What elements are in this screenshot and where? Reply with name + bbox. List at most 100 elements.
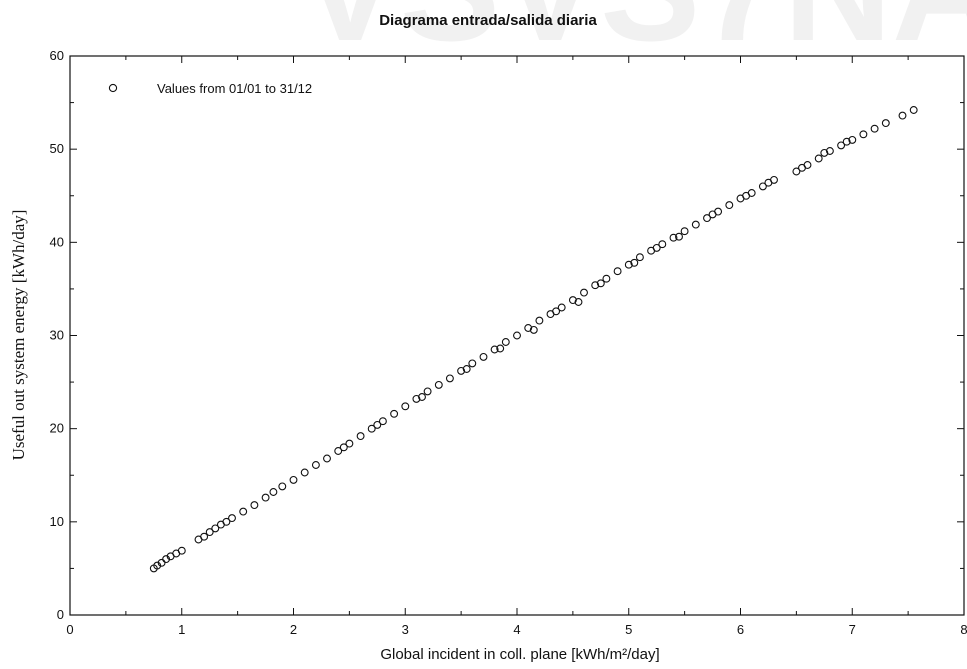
data-point: [691, 220, 700, 229]
plot-frame: [69, 55, 965, 616]
data-point: [669, 233, 678, 242]
data-point: [177, 546, 186, 555]
data-point: [390, 409, 399, 418]
data-point: [658, 240, 667, 249]
data-point: [367, 424, 376, 433]
data-point: [725, 201, 734, 210]
y-axis-ticks: 0 10 20 30 40 50 60: [50, 48, 964, 622]
y-tick-label: 60: [50, 48, 64, 63]
data-point: [742, 191, 751, 200]
data-point: [552, 307, 561, 316]
data-point: [228, 514, 236, 523]
data-point: [445, 374, 454, 383]
x-tick-label: 2: [290, 622, 297, 637]
y-tick-label: 30: [50, 328, 64, 343]
data-point: [423, 387, 432, 396]
data-point: [261, 493, 270, 502]
data-point: [496, 344, 505, 353]
data-point: [412, 394, 421, 403]
data-point: [524, 324, 533, 332]
data-point: [680, 227, 689, 236]
data-point: [529, 325, 538, 334]
data-point: [837, 141, 846, 150]
data-point: [825, 147, 834, 155]
y-tick-label: 20: [50, 421, 64, 436]
data-point: [462, 365, 471, 373]
data-point: [758, 182, 767, 191]
x-tick-label: 1: [178, 622, 185, 637]
data-point: [373, 420, 382, 429]
data-point: [557, 303, 566, 312]
data-point: [898, 111, 907, 120]
legend-label: Values from 01/01 to 31/12: [157, 81, 312, 96]
data-point: [535, 316, 544, 325]
x-tick-label: 4: [513, 622, 520, 637]
legend: Values from 01/01 to 31/12: [108, 81, 312, 96]
y-tick-label: 0: [57, 607, 64, 622]
data-point: [881, 119, 890, 128]
data-point: [870, 124, 879, 133]
data-point: [580, 288, 588, 297]
data-point: [334, 447, 343, 455]
x-tick-label: 8: [960, 622, 967, 637]
data-point: [378, 417, 387, 426]
data-point: [820, 148, 829, 157]
plot-area: [69, 55, 965, 616]
data-point: [289, 475, 298, 484]
data-point: [205, 528, 214, 537]
data-point: [300, 468, 309, 477]
data-point: [401, 402, 410, 411]
data-point: [323, 454, 331, 463]
data-point: [269, 488, 278, 496]
data-point: [842, 137, 851, 146]
data-point: [490, 345, 499, 354]
y-axis-label: Useful out system energy [kWh/day]: [9, 210, 28, 461]
legend-marker: [108, 83, 118, 93]
data-point: [624, 260, 633, 269]
data-point: [630, 258, 639, 267]
data-point: [675, 232, 683, 241]
data-point: [798, 163, 806, 172]
chart-title: Diagrama entrada/salida diaria: [379, 12, 597, 29]
data-point: [635, 253, 644, 262]
data-point: [339, 443, 348, 452]
data-point: [356, 432, 365, 441]
data-point: [764, 178, 773, 187]
data-point: [457, 366, 466, 375]
data-point: [708, 210, 717, 219]
data-point: [596, 279, 605, 288]
x-tick-label: 0: [66, 622, 73, 637]
x-tick-label: 3: [402, 622, 409, 637]
data-point: [211, 524, 220, 533]
x-axis-label: Global incident in coll. plane [kWh/m²/d…: [380, 646, 659, 663]
data-point: [468, 359, 477, 368]
data-point: [859, 130, 868, 139]
data-point: [479, 352, 488, 361]
x-tick-label: 6: [737, 622, 744, 637]
data-point: [591, 281, 600, 290]
data-point: [792, 167, 801, 176]
x-tick-label: 5: [625, 622, 632, 637]
data-point: [613, 267, 622, 276]
data-point: [513, 331, 521, 340]
data-point: [278, 482, 287, 491]
data-points: [149, 106, 918, 573]
data-point: [311, 461, 320, 469]
data-point: [652, 243, 661, 252]
data-point: [602, 274, 611, 283]
data-point: [848, 135, 857, 144]
y-tick-label: 10: [50, 514, 64, 529]
data-point: [703, 214, 711, 223]
data-point: [501, 338, 510, 346]
x-axis-ticks: 0 1 2 3 4 5 6 7 8: [66, 56, 967, 637]
data-point: [200, 532, 209, 541]
data-point: [250, 501, 259, 510]
data-point: [345, 439, 354, 448]
y-tick-label: 40: [50, 234, 64, 249]
data-point: [909, 106, 918, 114]
data-point: [418, 393, 426, 401]
data-point: [574, 298, 583, 306]
data-point: [568, 296, 577, 305]
